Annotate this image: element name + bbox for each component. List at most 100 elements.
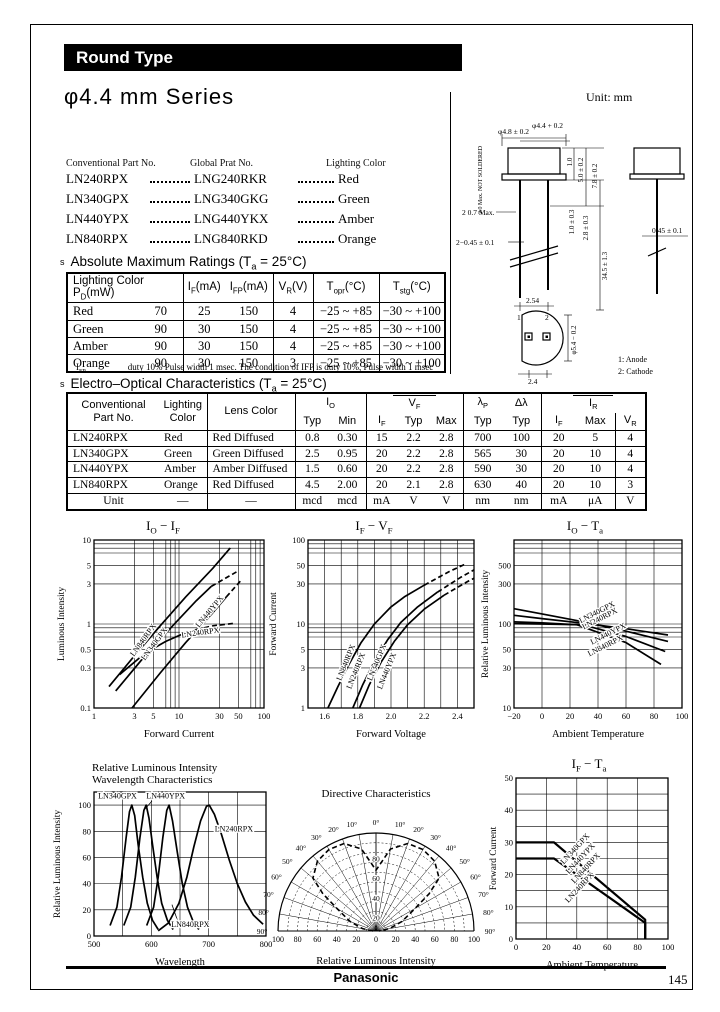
cell: 150 bbox=[225, 319, 273, 338]
svg-text:3: 3 bbox=[132, 711, 136, 721]
list-item: LN440YPX LNG440YKX Amber bbox=[66, 211, 440, 231]
subheader-typ: Typ bbox=[512, 414, 531, 427]
cell: 2.2 bbox=[397, 429, 430, 446]
brand-logo: Panasonic bbox=[333, 970, 399, 985]
subheader-typ: Typ bbox=[404, 414, 423, 427]
global-part-no: LNG240RKR bbox=[194, 171, 267, 186]
svg-text:20: 20 bbox=[83, 905, 92, 915]
svg-text:80: 80 bbox=[294, 935, 302, 944]
svg-text:1: 1 bbox=[87, 619, 91, 629]
table-row: Orange 90 30 150 3 −25 ~ +85 −30 ~ +100 bbox=[67, 354, 445, 373]
svg-text:0.3: 0.3 bbox=[80, 663, 91, 673]
svg-text:60: 60 bbox=[372, 874, 380, 883]
dim-label: 2−0.45 ± 0.1 bbox=[456, 238, 495, 247]
cell: 90 bbox=[139, 354, 183, 373]
svg-text:Relative Luminous Intensity: Relative Luminous Intensity bbox=[316, 956, 436, 967]
cell: mA bbox=[540, 493, 576, 511]
list-item: LN240RPX LNG240RKR Red bbox=[66, 171, 440, 191]
cell: 30 bbox=[502, 445, 541, 462]
subheader-if: IF bbox=[365, 412, 397, 431]
chart-title: Directive Characteristics bbox=[321, 788, 431, 800]
svg-text:50: 50 bbox=[234, 711, 243, 721]
cell: LN340GPX bbox=[67, 445, 159, 462]
cell: — bbox=[159, 493, 207, 511]
anode-legend: 1: Anode bbox=[618, 355, 648, 364]
cell: 40 bbox=[502, 477, 541, 494]
header-topr: Topr(°C) bbox=[312, 273, 379, 303]
lighting-color: Amber bbox=[338, 211, 375, 226]
global-part-no: LNG340GKG bbox=[194, 191, 269, 206]
cell: nm bbox=[502, 493, 541, 511]
dotted-leader bbox=[150, 201, 190, 203]
svg-text:500: 500 bbox=[498, 560, 511, 570]
cell: 590 bbox=[462, 461, 502, 478]
chart-title: IO − IF bbox=[146, 518, 180, 536]
cell: 3 bbox=[272, 354, 313, 373]
dim-label: 1.0 bbox=[566, 157, 574, 166]
cell: 150 bbox=[225, 336, 273, 355]
svg-text:60: 60 bbox=[431, 935, 439, 944]
cell: 30 bbox=[182, 319, 225, 338]
header-delta-lambda: Δλ bbox=[514, 397, 528, 410]
svg-text:2.0: 2.0 bbox=[386, 711, 397, 721]
table-header-row: Lighting Color PD(mW) IF(mA) IFP(mA) VR(… bbox=[67, 273, 445, 303]
chart-luminous-intensity-vs-ambient-temperature: IO − Ta −20 0 20 40 60 80 100 10 30 50 100 300 500 LN… bbox=[478, 518, 692, 745]
svg-text:80°: 80° bbox=[258, 908, 269, 917]
subheader-vr: VR bbox=[614, 412, 646, 431]
list-item: LN840RPX LNG840RKD Orange bbox=[66, 231, 440, 251]
package-outline-drawing: φ4.8 ± 0.2 φ4.4 + 0.2 2.0 Max. NOT SOLDE… bbox=[456, 121, 688, 384]
cell: −30 ~ +100 bbox=[378, 302, 445, 321]
table-row: Red 70 25 150 4 −25 ~ +85 −30 ~ +100 bbox=[67, 302, 445, 321]
cell: −25 ~ +85 bbox=[312, 319, 379, 338]
svg-text:Ambient Temperature: Ambient Temperature bbox=[552, 729, 644, 740]
cell: Red Diffused bbox=[206, 429, 295, 446]
cell: 4 bbox=[272, 302, 313, 321]
svg-text:90°: 90° bbox=[257, 927, 268, 936]
dotted-leader bbox=[150, 181, 190, 183]
section-banner: Round Type bbox=[64, 44, 462, 71]
footnote-label: IFP bbox=[76, 362, 86, 375]
dotted-leader bbox=[298, 221, 334, 223]
svg-text:100: 100 bbox=[676, 711, 689, 721]
svg-text:Wavelength: Wavelength bbox=[155, 957, 206, 968]
chart-forward-current-vs-ambient-temperature: IF − Ta 0 20 40 60 80 100 0 10 20 30 40 50 LN340GPX L… bbox=[486, 756, 692, 976]
cell: 0.8 bbox=[294, 429, 329, 446]
footer-rule bbox=[66, 966, 666, 969]
page-number: 145 bbox=[668, 972, 688, 987]
svg-text:Forward Current: Forward Current bbox=[144, 729, 214, 740]
svg-text:10°: 10° bbox=[347, 820, 358, 829]
chart-title: IF − Ta bbox=[571, 756, 607, 774]
pin-number: 1 bbox=[517, 313, 521, 322]
chart-canvas: 500 600 700 800 0 20 40 60 80 100 LN340GPX LN440YPX… bbox=[50, 788, 276, 973]
svg-text:30: 30 bbox=[297, 579, 306, 589]
svg-text:1: 1 bbox=[301, 703, 305, 713]
cell: 2.8 bbox=[430, 477, 463, 494]
svg-text:10°: 10° bbox=[395, 820, 406, 829]
cell: 30 bbox=[182, 354, 225, 373]
cell: −25 ~ +85 bbox=[312, 302, 379, 321]
svg-text:3: 3 bbox=[301, 663, 305, 673]
header-ir-group: IR bbox=[540, 393, 646, 413]
footnote-text: duty 10% Pulse width 1 msec. The conditi… bbox=[127, 362, 434, 372]
svg-text:40: 40 bbox=[372, 894, 380, 903]
cell: LN240RPX bbox=[67, 429, 159, 446]
header-lens-color: Lens Color bbox=[206, 393, 295, 431]
svg-text:30°: 30° bbox=[430, 833, 441, 842]
cell: −25 ~ +85 bbox=[312, 354, 379, 373]
header-if: IF(mA) bbox=[182, 273, 225, 303]
svg-text:20°: 20° bbox=[413, 825, 424, 834]
col-header: Conventional Part No. bbox=[66, 158, 156, 169]
header-vr: VR(V) bbox=[272, 273, 313, 303]
eo-section-title: s Electro–Optical Characteristics (Ta = 2… bbox=[60, 376, 327, 394]
cell: 15 bbox=[365, 429, 397, 446]
cell: 150 bbox=[225, 302, 273, 321]
svg-text:40: 40 bbox=[411, 935, 419, 944]
chart-canvas: 0 20 40 60 80 100 0 10 20 30 40 50 LN340GPX LN440YPX L… bbox=[486, 773, 692, 976]
svg-text:0°: 0° bbox=[373, 818, 380, 827]
svg-text:90°: 90° bbox=[485, 927, 496, 936]
cell: 0.30 bbox=[329, 429, 366, 446]
svg-text:10: 10 bbox=[503, 703, 512, 713]
cell: LN440YPX bbox=[67, 461, 159, 478]
svg-text:60: 60 bbox=[603, 942, 612, 952]
svg-text:0: 0 bbox=[540, 711, 544, 721]
